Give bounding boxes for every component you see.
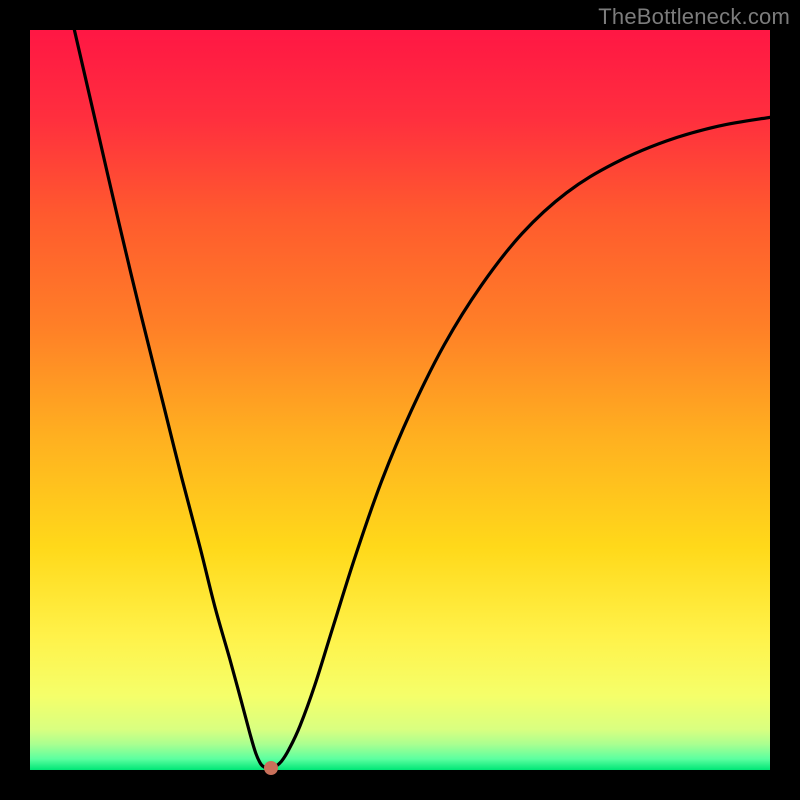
watermark-text: TheBottleneck.com [598,4,790,30]
plot-area [30,30,770,770]
bottleneck-curve [30,30,770,770]
minimum-marker [264,761,278,775]
curve-path [74,30,770,768]
